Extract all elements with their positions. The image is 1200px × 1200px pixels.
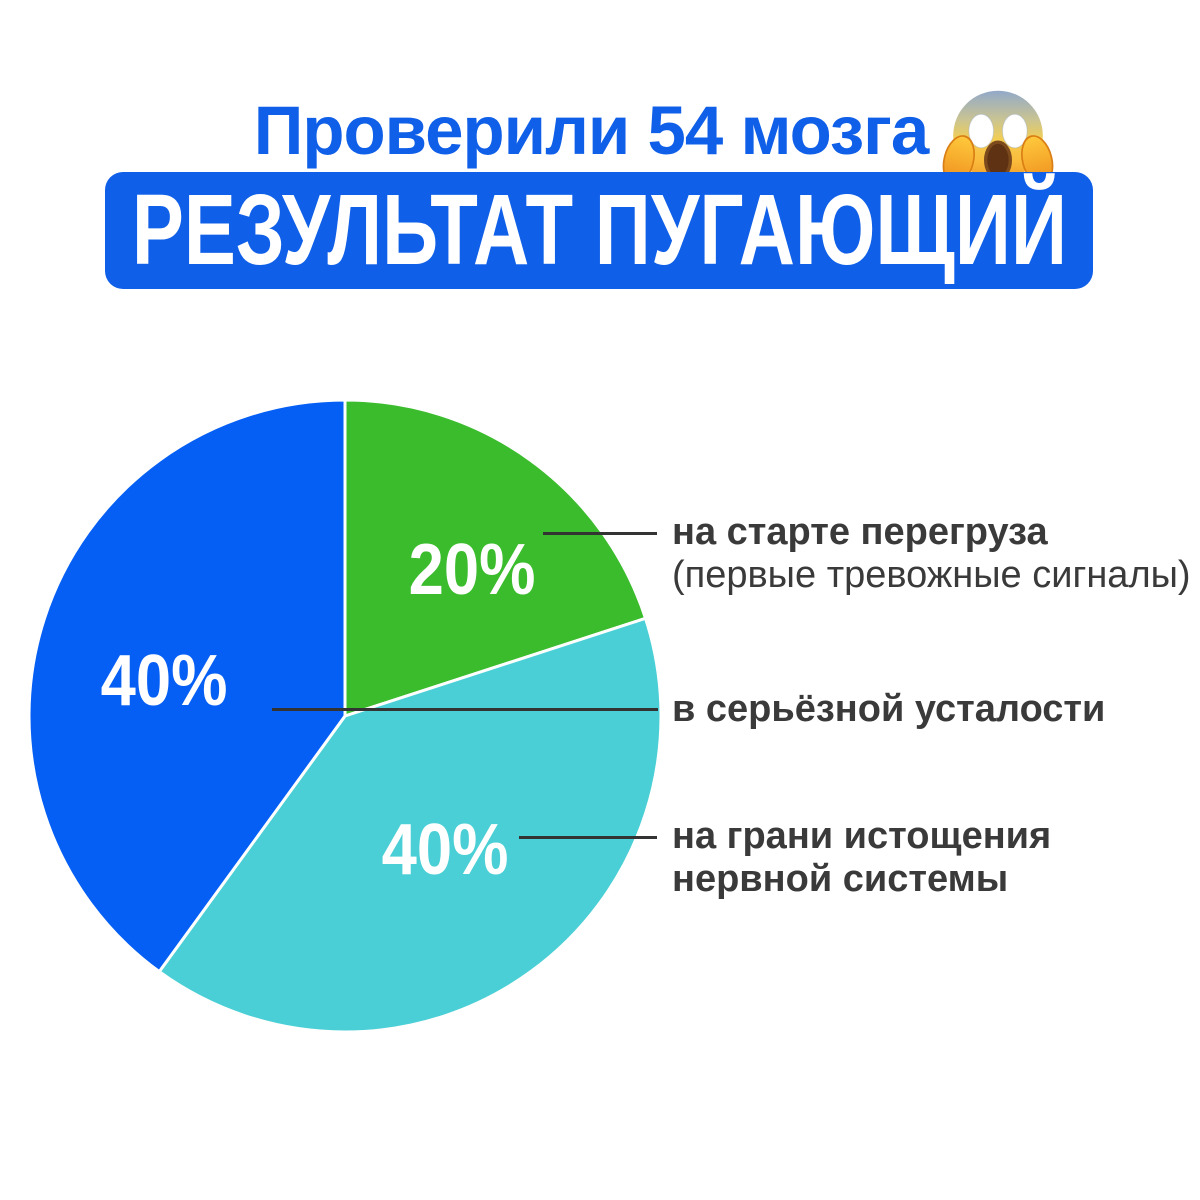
callout-overload-start-line1: на старте перегруза (672, 511, 1048, 553)
leader-line-overload-start (543, 532, 657, 535)
callout-overload-start-line2: (первые тревожные сигналы) (672, 554, 1191, 596)
pie-slice-overload-start (343, 398, 648, 718)
title-text: Проверили 54 мозга (253, 91, 929, 169)
callout-serious-fatigue: в серьёзной усталости (672, 688, 1105, 731)
pie-percent-overload-start: 20% (408, 530, 536, 610)
leader-line-exhaustion-brink (519, 836, 657, 839)
page-title: Проверили 54 мозга (54, 76, 1200, 198)
pie-slice-exhaustion-brink (157, 616, 663, 1034)
pie-percent-exhaustion-brink: 40% (381, 810, 509, 890)
result-banner: РЕЗУЛЬТАТ ПУГАЮЩИЙ (105, 172, 1093, 289)
leader-line-serious-fatigue (272, 708, 658, 711)
banner-text: РЕЗУЛЬТАТ ПУГАЮЩИЙ (131, 174, 1067, 286)
callout-serious-fatigue-line1: в серьёзной усталости (672, 688, 1106, 730)
pie-chart (27, 398, 663, 1034)
face-screaming-in-fear-icon (942, 90, 1054, 186)
callout-exhaustion-brink: на грани истощения нервной системы (672, 815, 1051, 901)
pie-percent-serious-fatigue: 40% (100, 641, 228, 721)
pie-slice-serious-fatigue (27, 398, 347, 974)
callout-exhaustion-brink-line2: нервной системы (672, 858, 1009, 900)
callout-overload-start: на старте перегруза (первые тревожные си… (672, 511, 1191, 597)
callout-exhaustion-brink-line1: на грани истощения (672, 815, 1052, 857)
